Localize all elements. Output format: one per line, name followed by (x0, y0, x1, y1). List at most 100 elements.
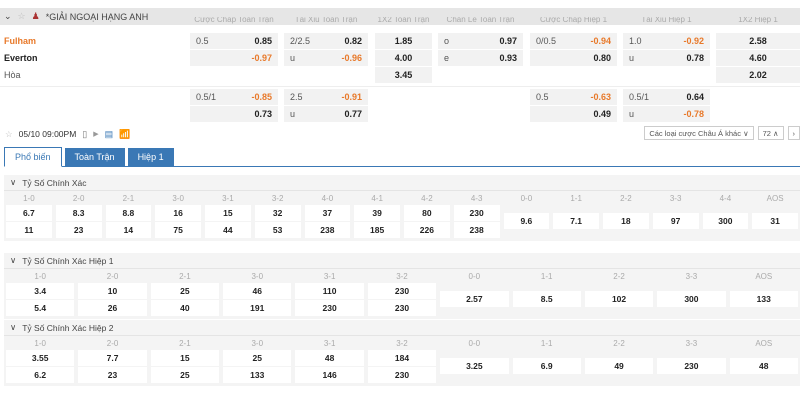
draw-score-odds[interactable]: 230 (657, 358, 726, 374)
home-score-odds[interactable]: 7.7 (78, 350, 147, 366)
odds-cell[interactable]: 0.73 (190, 106, 278, 122)
home-score-odds[interactable]: 32 (254, 205, 301, 221)
away-score-odds[interactable]: 23 (55, 222, 102, 238)
away-score-odds[interactable]: 230 (367, 367, 437, 383)
odds-cell[interactable]: 4.00 (375, 50, 432, 66)
odds-cell[interactable]: 1.85 (375, 33, 432, 49)
odds-cell[interactable]: 0.5 0.85 (190, 33, 278, 49)
odds-cell[interactable]: 0.80 (530, 50, 617, 66)
next-button[interactable]: › (787, 126, 800, 140)
home-score-odds[interactable]: 230 (367, 283, 437, 299)
home-score-odds[interactable]: 48 (295, 350, 364, 366)
home-score-odds[interactable]: 110 (295, 283, 364, 299)
away-score-odds[interactable]: 226 (404, 222, 450, 238)
star-icon[interactable]: ☆ (5, 128, 13, 139)
odds-cell[interactable]: 4.60 (716, 50, 800, 66)
section-header[interactable]: ∨ Tỷ Số Chính Xác Hiệp 2 (4, 320, 800, 336)
scoreboard-icon[interactable]: ▤ (104, 128, 114, 139)
odds-cell[interactable]: 1.0 -0.92 (623, 33, 710, 49)
odds-cell[interactable]: 0.5/1 -0.85 (190, 89, 278, 105)
home-score-odds[interactable]: 10 (78, 283, 147, 299)
home-score-odds[interactable]: 3.4 (6, 283, 75, 299)
away-score-odds[interactable]: 146 (295, 367, 364, 383)
draw-score-odds[interactable]: 97 (652, 213, 699, 229)
home-score-odds[interactable]: 25 (150, 283, 220, 299)
home-score-odds[interactable]: 16 (155, 205, 201, 221)
draw-score-odds[interactable]: 7.1 (553, 213, 599, 229)
draw-score-odds[interactable]: 6.9 (512, 358, 581, 374)
home-score-odds[interactable]: 184 (367, 350, 437, 366)
odds-cell[interactable]: 0.5 -0.63 (530, 89, 617, 105)
home-score-odds[interactable]: 15 (205, 205, 251, 221)
odds-cell[interactable]: u 0.77 (284, 106, 368, 122)
odds-cell[interactable]: 2/2.5 0.82 (284, 33, 368, 49)
odds-cell[interactable]: 3.45 (375, 67, 432, 83)
draw-score-odds[interactable]: 48 (729, 358, 798, 374)
odds-cell[interactable]: -0.97 (190, 50, 278, 66)
away-score-odds[interactable]: 5.4 (6, 300, 75, 316)
stats-icon[interactable]: 📶 (119, 128, 131, 139)
home-score-odds[interactable]: 6.7 (6, 205, 52, 221)
away-score-odds[interactable]: 11 (6, 222, 52, 238)
draw-score-odds[interactable]: 31 (752, 213, 798, 229)
home-score-odds[interactable]: 15 (150, 350, 220, 366)
draw-score-odds[interactable]: 18 (603, 213, 649, 229)
home-score-odds[interactable]: 25 (223, 350, 292, 366)
home-score-odds[interactable]: 39 (354, 205, 400, 221)
home-score-odds[interactable]: 8.8 (105, 205, 152, 221)
away-score-odds[interactable]: 40 (150, 300, 220, 316)
away-score-odds[interactable]: 26 (78, 300, 147, 316)
away-score-odds[interactable]: 185 (354, 222, 400, 238)
home-score-odds[interactable]: 80 (404, 205, 450, 221)
odds-cell[interactable]: e 0.93 (438, 50, 523, 66)
away-score-odds[interactable]: 14 (105, 222, 152, 238)
away-score-odds[interactable]: 23 (78, 367, 147, 383)
tab-popular[interactable]: Phổ biến (4, 147, 62, 167)
draw-score-odds[interactable]: 300 (657, 291, 726, 307)
away-score-odds[interactable]: 230 (295, 300, 364, 316)
section-header[interactable]: ∨ Tỷ Số Chính Xác Hiệp 1 (4, 253, 800, 269)
draw-score-odds[interactable]: 102 (584, 291, 654, 307)
away-score-odds[interactable]: 238 (304, 222, 351, 238)
market-select[interactable]: Các loại cược Châu Á khác ∨ (644, 126, 754, 140)
draw-score-odds[interactable]: 2.57 (440, 291, 509, 307)
league-header[interactable]: ⌄ ☆ ♟ *GIẢI NGOẠI HẠNG ANH (0, 8, 800, 25)
home-score-odds[interactable]: 8.3 (55, 205, 102, 221)
odds-cell[interactable]: 2.58 (716, 33, 800, 49)
play-icon[interactable]: ▶ (93, 131, 99, 138)
home-score-odds[interactable]: 46 (223, 283, 292, 299)
market-count-button[interactable]: 72 ∧ (757, 126, 784, 140)
draw-score-odds[interactable]: 8.5 (512, 291, 581, 307)
odds-cell[interactable]: 0.49 (530, 106, 617, 122)
away-score-odds[interactable]: 53 (254, 222, 301, 238)
odds-cell[interactable]: o 0.97 (438, 33, 523, 49)
draw-score-odds[interactable]: 9.6 (503, 213, 550, 229)
away-score-odds[interactable]: 238 (453, 222, 500, 238)
clipboard-icon[interactable]: ▯ (82, 128, 88, 139)
odds-cell[interactable]: u -0.96 (284, 50, 368, 66)
draw-score-odds[interactable]: 133 (729, 291, 798, 307)
chevron-down-icon[interactable]: ⌄ (4, 11, 12, 21)
odds-cell[interactable]: u -0.78 (623, 106, 710, 122)
away-score-odds[interactable]: 75 (155, 222, 201, 238)
draw-score-odds[interactable]: 3.25 (440, 358, 509, 374)
odds-cell[interactable]: 2.02 (716, 67, 800, 83)
draw-score-odds[interactable]: 300 (702, 213, 749, 229)
away-score-odds[interactable]: 191 (223, 300, 292, 316)
away-score-odds[interactable]: 133 (223, 367, 292, 383)
odds-cell[interactable]: 0.5/1 0.64 (623, 89, 710, 105)
tab-first-half[interactable]: Hiệp 1 (127, 148, 174, 166)
home-score-odds[interactable]: 37 (304, 205, 351, 221)
odds-cell[interactable]: 0/0.5 -0.94 (530, 33, 617, 49)
odds-cell[interactable]: 2.5 -0.91 (284, 89, 368, 105)
odds-cell[interactable]: u 0.78 (623, 50, 710, 66)
home-score-odds[interactable]: 3.55 (6, 350, 75, 366)
home-score-odds[interactable]: 230 (453, 205, 500, 221)
away-score-odds[interactable]: 230 (367, 300, 437, 316)
away-score-odds[interactable]: 6.2 (6, 367, 75, 383)
tab-full-time[interactable]: Toàn Trận (64, 148, 125, 166)
star-icon[interactable]: ☆ (17, 11, 26, 21)
draw-score-odds[interactable]: 49 (584, 358, 654, 374)
away-score-odds[interactable]: 25 (150, 367, 220, 383)
section-header[interactable]: ∨ Tỷ Số Chính Xác (4, 175, 800, 191)
